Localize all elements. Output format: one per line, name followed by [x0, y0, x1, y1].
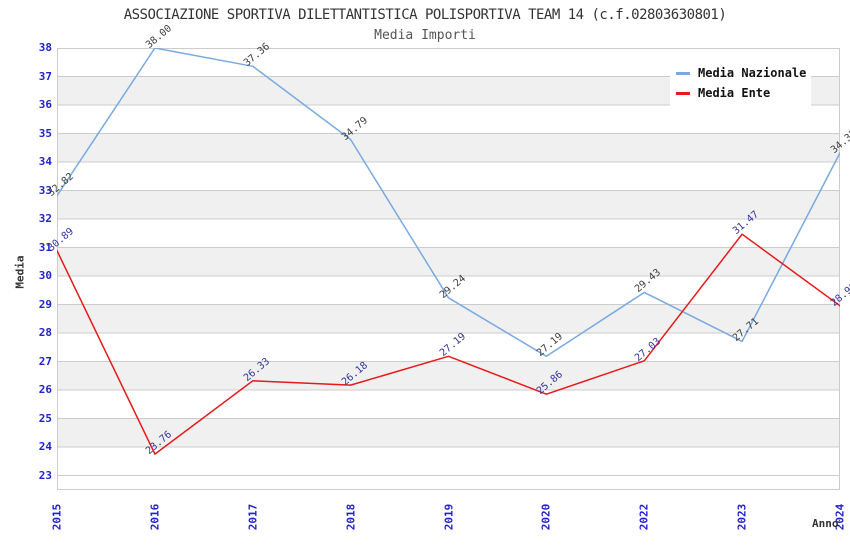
y-tick-label: 31: [38, 240, 52, 254]
plot-band: [57, 361, 840, 391]
y-axis-title: Media: [13, 255, 27, 289]
plot-band: [57, 418, 840, 448]
plot-band: [57, 247, 840, 277]
legend-dash-icon: [676, 91, 690, 95]
chart-subtitle: Media Importi: [374, 28, 476, 43]
y-tick-label: 34: [38, 155, 52, 169]
x-axis-title: Anno: [812, 517, 839, 530]
x-tick-label: 2024: [833, 503, 847, 531]
x-tick-label: 2019: [442, 503, 455, 531]
y-tick-label: 37: [38, 69, 52, 83]
series-line-media-nazionale: [57, 48, 840, 358]
y-tick-label: 32: [38, 212, 52, 226]
legend-item-media-ente: Media Ente: [676, 83, 803, 103]
y-tick-label: 28: [38, 326, 52, 340]
y-tick-label: 27: [38, 354, 52, 368]
y-tick-label: 26: [38, 383, 52, 397]
y-tick-label: 30: [38, 269, 52, 283]
plot-area: [57, 48, 840, 490]
y-tick-label: 23: [38, 468, 52, 482]
y-tick-label: 33: [38, 183, 52, 197]
plot-border: [57, 48, 840, 490]
x-tick-label: 2018: [344, 503, 358, 531]
y-tick-label: 29: [38, 297, 52, 311]
plot-band: [57, 190, 840, 220]
chart-legend: Media Nazionale Media Ente: [670, 58, 811, 108]
x-tick-label: 2016: [148, 503, 162, 531]
x-tick-label: 2022: [637, 503, 651, 531]
plot-band: [57, 304, 840, 334]
series-line-media-ente: [57, 233, 840, 455]
legend-label: Media Nazionale: [698, 66, 807, 80]
x-tick-label: 2015: [50, 503, 64, 531]
x-tick-label: 2020: [539, 503, 553, 531]
plot-band: [57, 133, 840, 163]
y-tick-label: 35: [38, 126, 52, 140]
x-tick-label: 2017: [246, 503, 260, 531]
x-tick-label: 2023: [735, 503, 749, 531]
y-tick-label: 25: [38, 411, 52, 425]
y-tick-label: 24: [38, 440, 52, 454]
y-tick-label: 36: [38, 98, 52, 112]
chart-title: ASSOCIAZIONE SPORTIVA DILETTANTISTICA PO…: [123, 7, 727, 23]
legend-item-media-nazionale: Media Nazionale: [676, 63, 807, 83]
legend-label: Media Ente: [698, 86, 771, 100]
legend-dash-icon: [676, 71, 690, 75]
y-tick-label: 38: [38, 41, 52, 54]
